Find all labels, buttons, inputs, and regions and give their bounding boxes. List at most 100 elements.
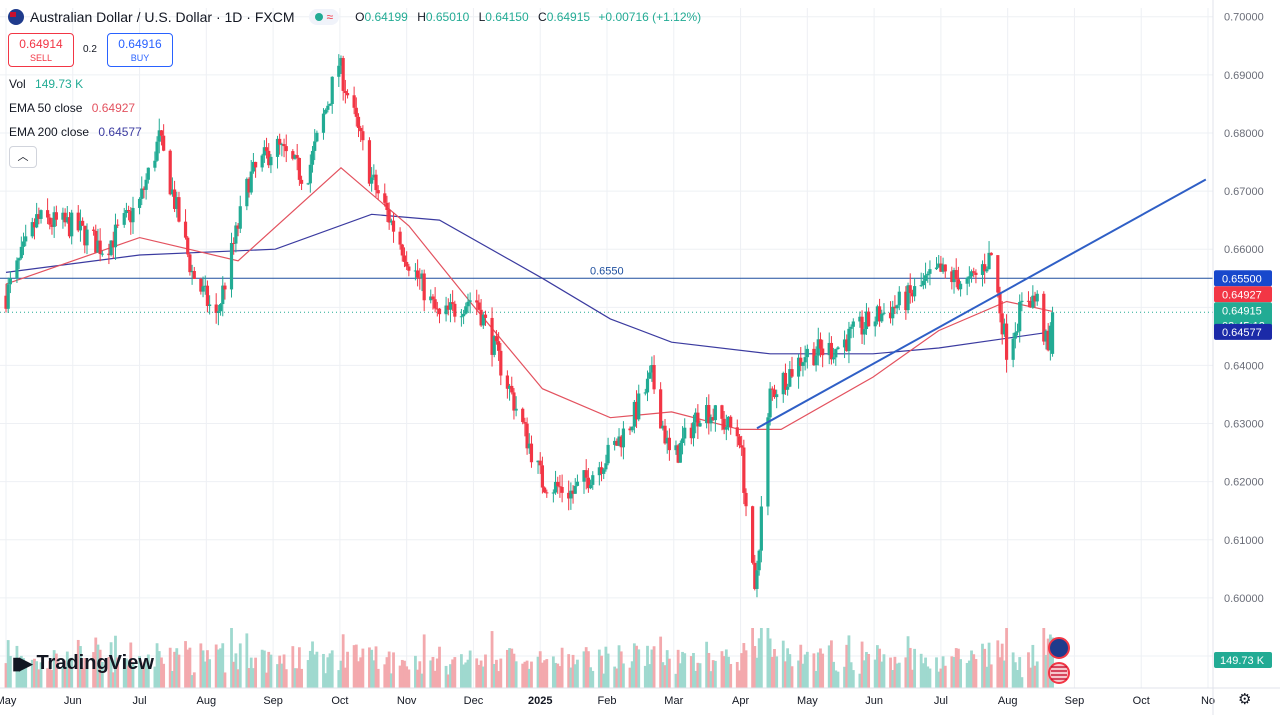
volume-bar (790, 666, 794, 688)
price-tick-label: 0.69000 (1224, 70, 1264, 82)
volume-bar (70, 657, 74, 688)
volume-bar (372, 660, 376, 688)
candle-body (389, 220, 393, 223)
candle-body (330, 76, 334, 105)
volume-bar (1035, 661, 1039, 688)
candle-body (310, 150, 315, 165)
volume-bar (420, 673, 424, 688)
volume-bar (617, 645, 621, 688)
candle-body (873, 321, 877, 327)
candle-body (650, 365, 654, 373)
price-label-ema50 (1214, 286, 1272, 303)
candle-body (162, 135, 166, 151)
candle-body (15, 260, 19, 279)
aud-usd-flag-icon (8, 9, 24, 25)
volume-bar (157, 651, 161, 688)
volume-bar (269, 654, 273, 688)
volume-bar (177, 654, 181, 688)
candle-body (91, 229, 96, 231)
volume-bar (735, 661, 739, 688)
volume-bar (525, 660, 529, 688)
candle-body (203, 285, 207, 287)
volume-bar (435, 658, 439, 688)
candle-body (1031, 295, 1035, 308)
candle-body (299, 179, 304, 184)
ema200-legend[interactable]: EMA 200 close 0.64577 (9, 125, 142, 139)
volume-axis-label-text: 149.73 K (1220, 655, 1265, 667)
low-label: L (478, 10, 486, 24)
candle-body (32, 222, 37, 228)
candle-body (186, 237, 190, 255)
volume-bar (37, 669, 41, 688)
volume-bar (479, 660, 483, 688)
collapse-legend-button[interactable]: ︿ (9, 146, 37, 168)
volume-bar (512, 653, 516, 688)
candle-body (525, 423, 529, 449)
candle-body (834, 349, 838, 358)
candle-body (790, 369, 794, 377)
volume-legend[interactable]: Vol 149.73 K (9, 77, 83, 91)
volume-bar (514, 661, 518, 688)
volume-bar (659, 636, 663, 688)
candle-body (575, 481, 580, 486)
volume-bar (247, 668, 251, 688)
high-label: H (417, 10, 426, 24)
candle-body (221, 285, 225, 305)
volume-bar (632, 643, 636, 688)
volume-bar (107, 657, 111, 688)
symbol-title[interactable]: Australian Dollar / U.S. Dollar · 1D · F… (30, 9, 295, 25)
volume-bar (893, 656, 897, 688)
volume-bar (492, 664, 496, 688)
volume-bar (339, 660, 343, 688)
volume-bar (61, 666, 65, 688)
time-tick-label: Sep (1065, 695, 1085, 707)
currency-flags-icon[interactable] (1048, 637, 1070, 684)
candle-body (652, 365, 656, 390)
volume-bar (606, 653, 610, 688)
volume-bar (449, 664, 452, 688)
candle-body (260, 155, 264, 168)
candle-body (772, 389, 777, 398)
candle-body (512, 392, 516, 411)
volume-bar (508, 648, 511, 688)
tradingview-logo[interactable]: ▮▶ TradingView (12, 652, 154, 675)
volume-bar (293, 668, 297, 688)
candle-body (875, 306, 879, 322)
sell-button[interactable]: 0.64914 SELL (8, 33, 74, 67)
volume-bar (168, 647, 172, 688)
candle-body (116, 224, 120, 226)
candle-body (262, 147, 266, 156)
volume-bar (530, 661, 533, 688)
candle-body (891, 306, 895, 319)
ema50-legend[interactable]: EMA 50 close 0.64927 (9, 101, 135, 115)
candle-body (402, 255, 407, 262)
volume-bar (637, 649, 641, 688)
candle-body (234, 225, 238, 244)
candle-body (735, 427, 739, 437)
candle-body (540, 465, 545, 488)
volume-bar (967, 660, 971, 688)
price-tick-label: 0.70000 (1224, 12, 1264, 24)
volume-bar (232, 661, 236, 688)
market-status-pill[interactable]: ≈ (308, 9, 340, 25)
candle-body (8, 278, 12, 285)
volume-bar (812, 653, 816, 688)
candle-body (849, 326, 853, 329)
candle-body (983, 264, 987, 272)
candle-body (282, 144, 286, 147)
volume-bar (622, 663, 625, 688)
price-tick-label: 0.60000 (1224, 593, 1264, 605)
candle-body (862, 329, 866, 335)
buy-button[interactable]: 0.64916 BUY (107, 33, 173, 67)
trendline[interactable] (756, 178, 1207, 430)
volume-bar (788, 654, 792, 688)
volume-bar (836, 671, 840, 688)
candle-body (111, 240, 115, 248)
candle-body (328, 104, 332, 106)
volume-bar (589, 667, 592, 688)
volume-bar (775, 656, 779, 688)
volume-bar (858, 673, 862, 688)
gear-icon[interactable]: ⚙ (1238, 691, 1252, 708)
volume-bars (4, 628, 1054, 688)
